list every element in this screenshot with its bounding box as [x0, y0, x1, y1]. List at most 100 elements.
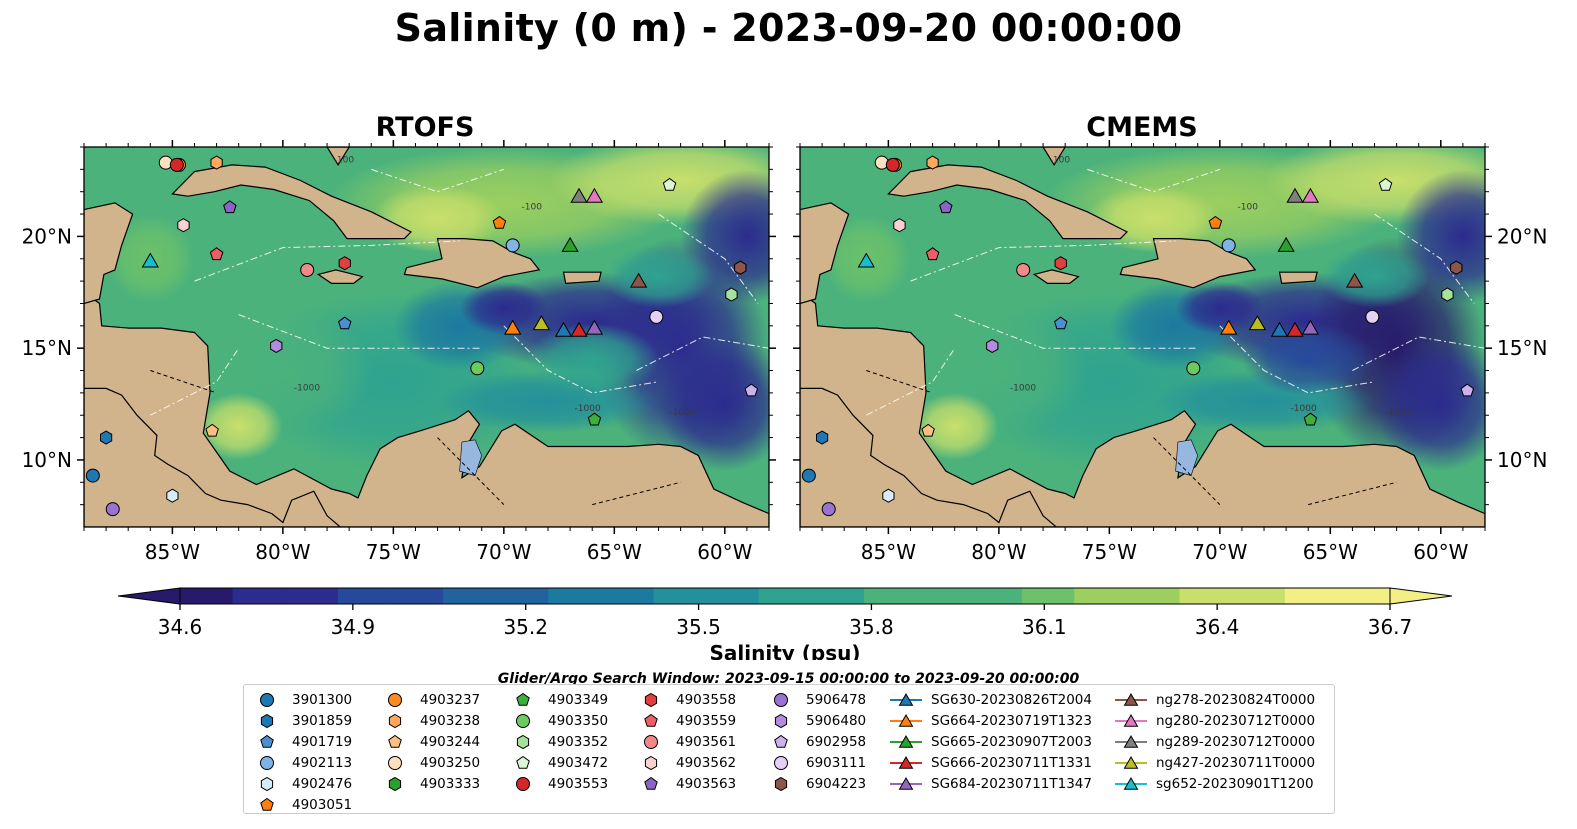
glider-sg664-20230719t1323 — [504, 319, 522, 335]
land-puerto-rico — [1278, 271, 1318, 285]
pentagon-marker-icon — [516, 692, 530, 706]
glider-ng427-20230711t0000 — [532, 315, 551, 331]
y-tick-label: 15°N — [22, 336, 72, 360]
legend-entry: 6902958 — [764, 731, 866, 752]
legend-label: sg652-20230901T1200 — [1156, 775, 1314, 792]
eez-boundary — [866, 347, 956, 416]
colorbar-tick-label: 36.4 — [1195, 615, 1240, 639]
country-border — [592, 481, 681, 506]
legend-entry: 4902113 — [250, 752, 352, 773]
triangle-marker-icon — [890, 734, 922, 748]
eez-boundary — [238, 314, 482, 349]
legend-entry: 4903558 — [634, 689, 736, 710]
argo-float-3901300 — [801, 468, 816, 483]
argo-float-4903350 — [470, 361, 485, 376]
colorbar-label: Salinity (psu) — [709, 641, 860, 660]
argo-float-4903558 — [338, 256, 351, 271]
glider-sg666-20230711t1331 — [1286, 321, 1304, 337]
salinity-patch — [910, 392, 999, 460]
colorbar-tick-label: 35.2 — [503, 615, 548, 639]
land-cuba — [887, 164, 1129, 240]
pentagon-marker-icon — [260, 797, 274, 811]
hexagon-marker-icon — [644, 755, 658, 770]
markers-cmems — [801, 155, 1475, 517]
panel-title-cmems: CMEMS — [1086, 112, 1198, 143]
triangle-marker-icon — [1115, 734, 1147, 748]
x-tick-label: 60°W — [697, 540, 752, 564]
colorbar-segment — [495, 588, 549, 604]
colorbar-tick-label: 36.7 — [1368, 615, 1413, 639]
glider-sg630-20230826t2004 — [554, 321, 573, 337]
legend-column: ng278-20230824T0000 ng280-20230712T0000 ng… — [1114, 689, 1315, 794]
colorbar-segment — [969, 588, 1023, 604]
argo-float-6902958 — [1460, 383, 1475, 397]
colorbar-segment — [390, 588, 444, 604]
lake-maracaibo — [1175, 439, 1199, 476]
legend-label: SG665-20230907T2003 — [931, 733, 1092, 750]
legend-label: 4903244 — [420, 733, 481, 750]
x-tick-label: 80°W — [255, 540, 310, 564]
colorbar-segment — [863, 588, 918, 604]
circle-marker-icon — [516, 776, 530, 791]
colorbar: 34.6 34.9 35.2 35.5 35.8 36.1 36.4 36.7 Salinity… — [117, 587, 1453, 660]
legend-entry: 4903561 — [634, 731, 736, 752]
colorbar-segment — [1337, 588, 1391, 604]
glider-sg665-20230907t2003 — [561, 236, 579, 252]
colorbar-segment — [1179, 588, 1233, 604]
legend-label: 4903558 — [676, 691, 737, 708]
legend-entry: 4903350 — [506, 710, 608, 731]
argo-float-4902113 — [505, 238, 520, 253]
legend-label: ng289-20230712T0000 — [1156, 733, 1316, 750]
legend-label: 4903563 — [676, 775, 737, 792]
legend-label: 3901300 — [292, 691, 353, 708]
map-frame — [799, 146, 1486, 528]
argo-float-4903563 — [939, 200, 953, 214]
legend-entry: 4903352 — [506, 731, 608, 752]
circle-marker-icon — [774, 692, 788, 707]
colorbar-extend-high — [1389, 587, 1453, 605]
colorbar-segment — [337, 588, 391, 604]
land-puerto-rico — [562, 271, 602, 285]
y-tick-label: 20°N — [22, 224, 72, 248]
land-bahamas — [1042, 147, 1066, 167]
y-tick-label: 15°N — [1497, 336, 1547, 360]
salinity-patch — [658, 337, 769, 472]
argo-float-4903558 — [1054, 256, 1067, 271]
hexagon-marker-icon — [774, 713, 788, 728]
lake-maracaibo — [459, 439, 483, 476]
legend-label: 4903051 — [292, 796, 353, 813]
eez-boundary — [371, 168, 504, 193]
colorbar-segment — [758, 588, 812, 604]
eez-boundary — [503, 325, 659, 394]
colorbar-segment — [1074, 588, 1128, 604]
argo-float-4903561 — [300, 262, 315, 277]
argo-float-3901859 — [100, 430, 113, 445]
argo-float-4903238 — [926, 155, 939, 170]
argo-float-4903244 — [921, 423, 935, 437]
glider-sg652-20230901t1200 — [141, 252, 159, 268]
pentagon-marker-icon — [388, 734, 402, 748]
colorbar-frame — [179, 587, 1391, 605]
contour-label: -100 — [1050, 156, 1071, 166]
legend-entry: 4903051 — [250, 794, 352, 815]
x-tick-label: 80°W — [971, 540, 1026, 564]
legend-column: SG630-20230826T2004 SG664-20230719T1323 SG… — [889, 689, 1092, 794]
glider-ng280-20230712t0000 — [1301, 187, 1320, 203]
legend-column: 4903237 4903238 4903244 4903250 4903333 — [378, 689, 480, 794]
legend-label: ng278-20230824T0000 — [1156, 691, 1316, 708]
legend-label: SG684-20230711T1347 — [931, 775, 1092, 792]
map-rtofs: -100 -1000 -1000 -100 -1000 85°W 80°W 75°W 70°W 6… — [22, 140, 776, 564]
argo-float-4903349 — [587, 412, 602, 426]
legend-label: 4903238 — [420, 712, 481, 729]
map-panels: -100 -1000 -1000 -100 -1000 85°W 80°W 75°W 70°W 6… — [22, 140, 1547, 564]
argo-float-5906478 — [821, 502, 836, 517]
argo-float-4902113 — [1221, 238, 1236, 253]
glider-ng289-20230712t0000 — [1286, 187, 1304, 203]
argo-float-4903238 — [210, 155, 223, 170]
panel-title-rtofs: RTOFS — [375, 112, 475, 143]
glider-ng289-20230712t0000 — [570, 187, 588, 203]
legend-label: 6903111 — [806, 754, 867, 771]
colorbar-segment — [1232, 588, 1286, 604]
glider-sg665-20230907t2003 — [1277, 236, 1295, 252]
eez-boundary — [1087, 168, 1220, 193]
